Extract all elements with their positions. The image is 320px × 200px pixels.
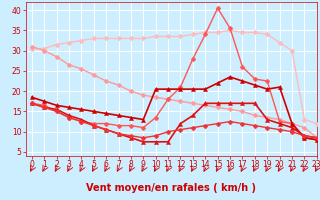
X-axis label: Vent moyen/en rafales ( km/h ): Vent moyen/en rafales ( km/h ) [86,183,256,193]
